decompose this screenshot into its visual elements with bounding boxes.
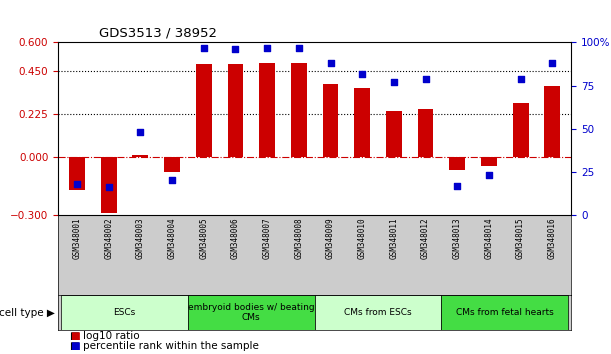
Text: GSM348008: GSM348008 [295,217,303,259]
Text: embryoid bodies w/ beating
CMs: embryoid bodies w/ beating CMs [188,303,315,322]
Point [136,129,145,135]
Point [167,178,177,183]
Bar [69,158,85,190]
Bar [164,158,180,172]
Text: GSM348004: GSM348004 [167,217,177,259]
Text: GSM348011: GSM348011 [389,217,398,259]
Text: GSM348005: GSM348005 [199,217,208,259]
Point [72,181,82,187]
Bar [354,87,370,158]
Bar [61,295,188,330]
Text: GSM348016: GSM348016 [548,217,557,259]
Text: cell type ▶: cell type ▶ [0,308,55,318]
Text: GSM348015: GSM348015 [516,217,525,259]
Text: GSM348002: GSM348002 [104,217,113,259]
Point [357,71,367,76]
Text: ■: ■ [70,342,80,352]
Bar [227,64,243,158]
Bar [449,158,465,170]
Text: GSM348013: GSM348013 [453,217,462,259]
Point [262,45,272,51]
Text: CMs from fetal hearts: CMs from fetal hearts [456,308,554,317]
Point [294,45,304,51]
Text: ■ percentile rank within the sample: ■ percentile rank within the sample [70,342,259,352]
Bar [196,64,211,158]
Point [484,172,494,178]
Bar [386,110,402,158]
Bar [259,63,275,158]
Point [230,46,240,52]
Point [516,76,525,81]
Point [420,76,430,81]
Text: GSM348012: GSM348012 [421,217,430,259]
Point [547,60,557,66]
Bar [101,158,117,213]
Bar [323,84,338,158]
Text: GSM348003: GSM348003 [136,217,145,259]
Text: ESCs: ESCs [114,308,136,317]
Point [452,183,462,188]
Bar [133,155,148,158]
Text: ■ log10 ratio: ■ log10 ratio [70,331,140,342]
Text: CMs from ESCs: CMs from ESCs [344,308,412,317]
Text: ■: ■ [70,331,80,342]
Bar [513,103,529,158]
Text: GSM348009: GSM348009 [326,217,335,259]
Text: GSM348010: GSM348010 [357,217,367,259]
Text: GSM348001: GSM348001 [73,217,81,259]
Text: GDS3513 / 38952: GDS3513 / 38952 [99,27,217,40]
Text: GSM348006: GSM348006 [231,217,240,259]
Point [199,45,209,51]
Point [389,79,399,85]
Bar [315,295,441,330]
Point [104,184,114,190]
Bar [481,158,497,166]
Bar [188,295,315,330]
Text: GSM348014: GSM348014 [485,217,494,259]
Bar [441,295,568,330]
Bar [291,63,307,158]
Bar [418,109,433,158]
Bar [544,86,560,158]
Point [326,60,335,66]
Text: GSM348007: GSM348007 [263,217,272,259]
